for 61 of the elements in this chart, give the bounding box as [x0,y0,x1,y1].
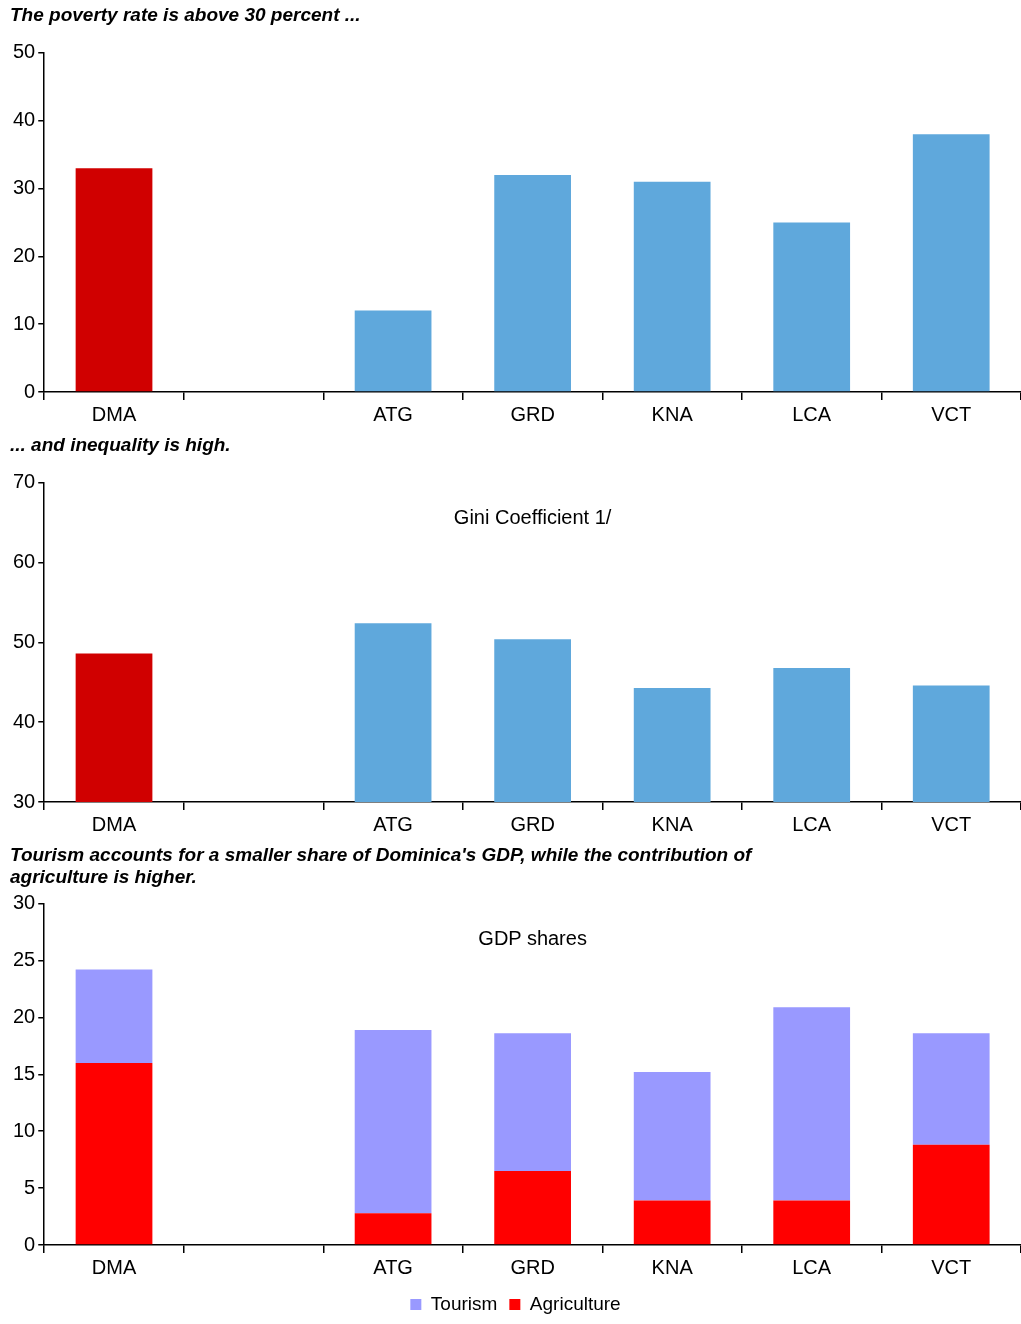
x-tick-label: VCT [931,1255,972,1278]
x-tick-label: DMA [91,402,137,425]
y-tick-label: 70 [13,470,36,493]
bar [633,1200,711,1245]
y-tick-label: 5 [24,1175,36,1198]
bar [494,1171,571,1245]
bar [633,181,711,392]
y-tick-label: 15 [13,1061,36,1084]
y-tick-label: 0 [24,379,36,402]
x-tick-label: LCA [792,402,832,425]
bar [912,1144,990,1245]
chart-title: Tourism accounts for a smaller share of Dominica's GDP, while the contribution of agriculture is higher. [10,843,754,888]
x-tick-label: KNA [651,402,694,425]
legend-label: Agriculture [529,1292,621,1314]
y-tick-label: 10 [13,1118,36,1141]
y-tick-label: 30 [13,891,36,914]
y-tick-label: 0 [24,1232,36,1255]
x-tick-label: LCA [792,812,832,835]
bar [75,1062,153,1245]
bar [75,969,153,1063]
text: Gini Coefficient 1/ [453,506,612,529]
x-tick-label: KNA [651,1255,694,1278]
x-tick-label: GRD [510,812,555,835]
x-tick-label: ATG [373,402,413,425]
x-tick-label: VCT [931,402,972,425]
x-tick-label: ATG [373,1255,413,1278]
x-tick-label: VCT [931,812,972,835]
text: GDP shares [478,927,587,950]
bar [494,174,571,392]
bar [354,310,432,392]
y-tick-label: 40 [13,108,36,131]
y-tick-label: 20 [13,1004,36,1027]
bar [912,1033,990,1145]
y-tick-label: 25 [13,948,36,971]
chart-title: ... and inequality is high. [10,433,231,455]
y-tick-label: 40 [13,709,36,732]
x-tick-label: GRD [510,402,555,425]
legend-label: Tourism [430,1292,498,1314]
y-tick-label: 10 [13,311,36,334]
x-tick-label: GRD [510,1255,555,1278]
y-tick-label: 20 [13,243,36,266]
bar [773,1007,851,1201]
x-tick-label: KNA [651,812,694,835]
y-tick-label: 60 [13,550,36,573]
bar [773,222,851,392]
y-tick-label: 50 [13,629,36,652]
bar [494,1033,571,1172]
x-tick-label: DMA [91,812,137,835]
bar [75,168,153,392]
x-tick-label: ATG [373,812,413,835]
y-tick-label: 50 [13,40,36,63]
bar [354,1029,432,1214]
x-tick-label: LCA [792,1255,832,1278]
bar [912,134,990,392]
bar [354,1213,432,1245]
bar [773,1200,851,1245]
bar [633,1072,711,1201]
y-tick-label: 30 [13,176,36,198]
x-tick-label: DMA [91,1255,137,1278]
chart-title: The poverty rate is above 30 percent ... [10,3,361,25]
y-tick-label: 30 [13,789,36,812]
